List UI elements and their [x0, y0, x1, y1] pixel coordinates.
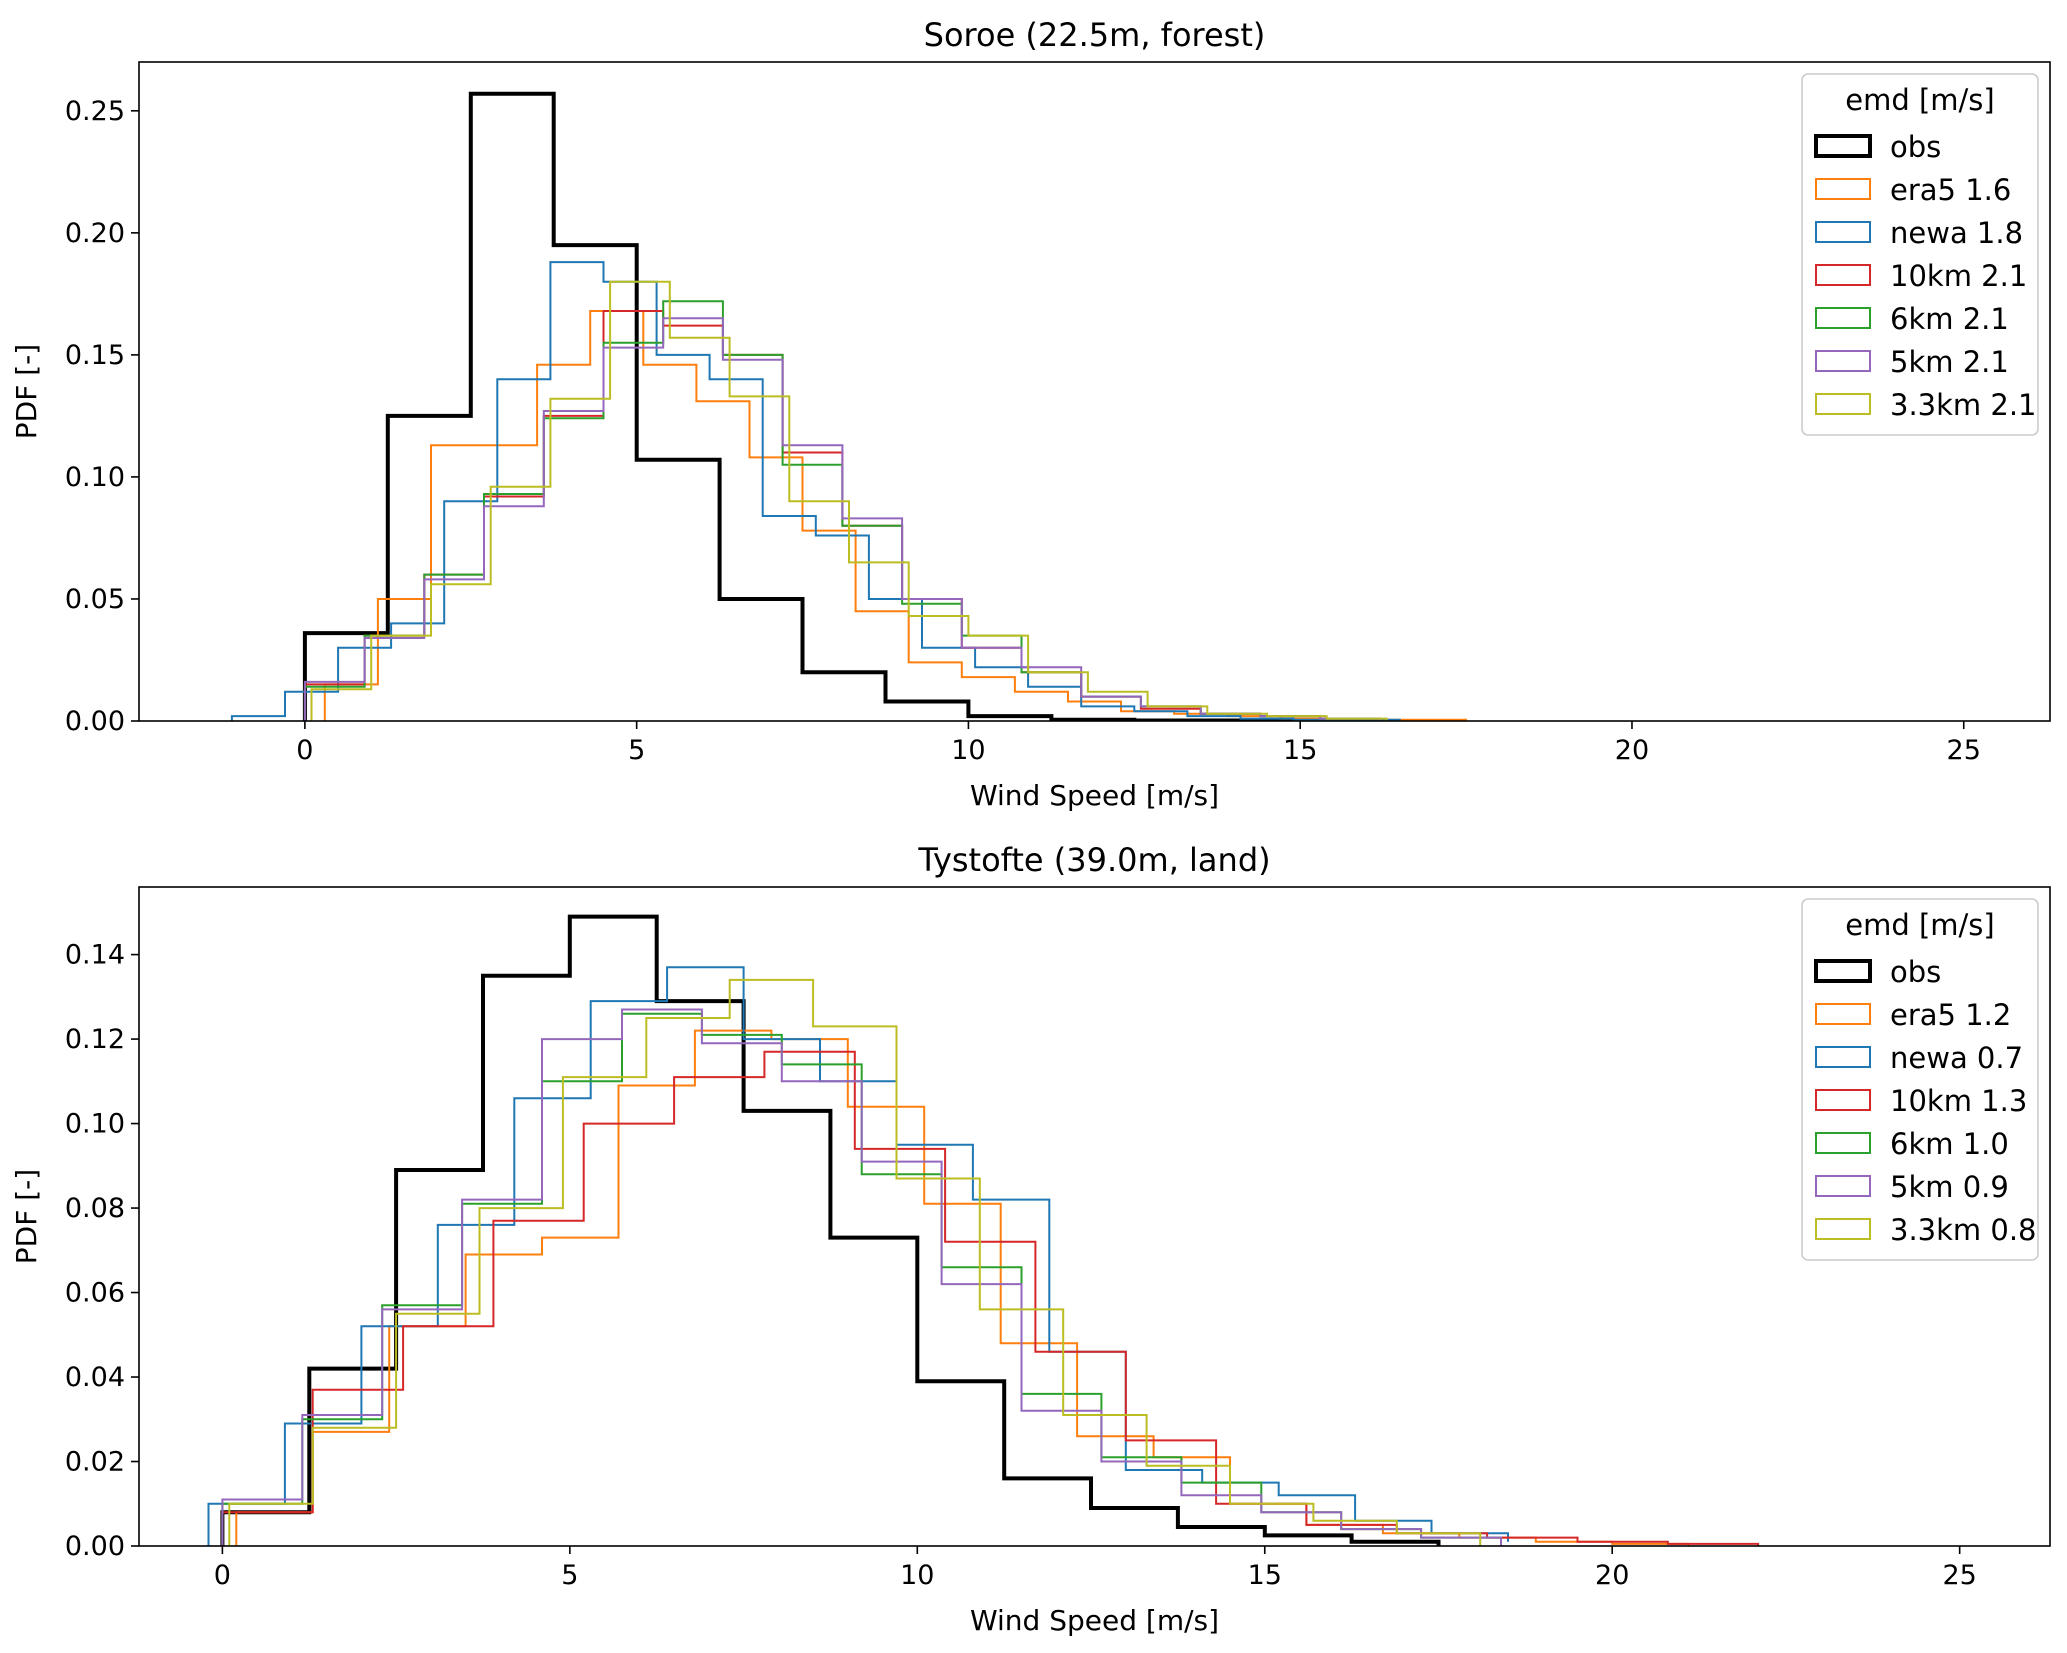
x-tick-label: 10 [900, 1560, 934, 1591]
legend-swatch-6km [1815, 307, 1871, 329]
legend: emd [m/s] obs era5 1.6 newa 1.8 10km 2.1 6km … [1801, 73, 2039, 436]
legend-swatch-10km [1815, 1089, 1871, 1111]
y-tick-label: 0.15 [65, 340, 125, 371]
axes-frame [138, 886, 2051, 1547]
series-line-newa [230, 261, 1401, 721]
series-line-5km [221, 1008, 1502, 1546]
legend-swatch-newa [1815, 221, 1871, 243]
y-tick-label: 0.14 [65, 940, 125, 971]
chart-title: Tystofte (39.0m, land) [917, 841, 1270, 879]
y-tick-label: 0.06 [65, 1278, 125, 1309]
series-line-newa [207, 966, 1509, 1546]
y-tick-label: 0.25 [65, 96, 125, 127]
y-tick-label: 0.02 [65, 1447, 125, 1478]
legend-swatch-newa [1815, 1046, 1871, 1068]
y-tick-label: 0.00 [65, 1531, 125, 1562]
series-group [207, 914, 1760, 1546]
y-axis-label: PDF [-] [10, 344, 43, 439]
legend-swatch-3-3km [1815, 1218, 1871, 1240]
legend-swatch-era5 [1815, 1003, 1871, 1025]
y-tick-label: 0.10 [65, 1109, 125, 1140]
series-line-3-3km [310, 280, 1388, 721]
y-tick-label: 0.04 [65, 1362, 125, 1393]
legend-label-6km: 6km 2.1 [1890, 302, 2009, 336]
series-line-10km [221, 1050, 1760, 1546]
legend-label-era5: era5 1.2 [1890, 998, 2011, 1032]
series-line-5km [303, 317, 1381, 721]
x-axis-label: Wind Speed [m/s] [970, 1604, 1219, 1637]
chart-title: Soroe (22.5m, forest) [924, 16, 1266, 54]
legend-label-5km: 5km 2.1 [1890, 345, 2009, 379]
legend-label-newa: newa 0.7 [1890, 1041, 2023, 1075]
legend-swatch-10km [1815, 264, 1871, 286]
y-axis-label: PDF [-] [10, 1169, 43, 1264]
legend-swatch-obs [1814, 959, 1872, 983]
x-tick-label: 20 [1595, 1560, 1629, 1591]
series-group [230, 91, 1468, 721]
legend-label-3-3km: 3.3km 2.1 [1890, 388, 2037, 422]
axes-frame [138, 61, 2051, 722]
x-tick-label: 25 [1947, 735, 1981, 766]
legend-swatch-obs [1814, 134, 1872, 158]
legend: emd [m/s] obs era5 1.2 newa 0.7 10km 1.3 6km … [1801, 898, 2039, 1261]
x-tick-label: 20 [1615, 735, 1649, 766]
y-tick-label: 0.12 [65, 1024, 125, 1055]
legend-label-era5: era5 1.6 [1890, 173, 2011, 207]
legend-swatch-era5 [1815, 178, 1871, 200]
x-tick-label: 5 [561, 1560, 578, 1591]
legend-label-5km: 5km 0.9 [1890, 1170, 2009, 1204]
series-line-3-3km [228, 978, 1482, 1546]
legend-label-newa: newa 1.8 [1890, 216, 2023, 250]
legend-box [1801, 73, 2039, 436]
legend-title: emd [m/s] [1845, 908, 1994, 942]
x-tick-label: 5 [628, 735, 645, 766]
legend-box [1801, 898, 2039, 1261]
y-tick-label: 0.10 [65, 462, 125, 493]
legend-label-10km: 10km 1.3 [1890, 1084, 2027, 1118]
legend-label-10km: 10km 2.1 [1890, 259, 2027, 293]
y-tick-label: 0.00 [65, 706, 125, 737]
x-tick-label: 15 [1283, 735, 1317, 766]
x-tick-label: 10 [951, 735, 985, 766]
series-line-obs [220, 914, 1441, 1546]
x-tick-label: 0 [214, 1560, 231, 1591]
x-tick-label: 25 [1942, 1560, 1976, 1591]
legend-label-obs: obs [1890, 130, 1941, 164]
chart-panel-2: Tystofte (39.0m, land) 0 5 10 15 20 25 0.00 0.02… [10, 841, 2051, 1637]
legend-label-obs: obs [1890, 955, 1941, 989]
legend-label-6km: 6km 1.0 [1890, 1127, 2009, 1161]
legend-label-3-3km: 3.3km 0.8 [1890, 1213, 2037, 1247]
legend-title: emd [m/s] [1845, 83, 1994, 117]
legend-swatch-5km [1815, 1175, 1871, 1197]
y-tick-label: 0.05 [65, 584, 125, 615]
x-tick-label: 0 [296, 735, 313, 766]
x-tick-label: 15 [1248, 1560, 1282, 1591]
legend-swatch-3-3km [1815, 393, 1871, 415]
series-line-era5 [235, 1029, 1690, 1546]
series-line-obs [302, 91, 1303, 721]
y-tick-label: 0.08 [65, 1193, 125, 1224]
legend-swatch-6km [1815, 1132, 1871, 1154]
legend-swatch-5km [1815, 350, 1871, 372]
y-tick-label: 0.20 [65, 218, 125, 249]
series-line-era5 [323, 310, 1468, 721]
x-axis-label: Wind Speed [m/s] [970, 779, 1219, 812]
chart-panel-1: Soroe (22.5m, forest) 0 5 10 15 20 25 0.00 0.05 0… [10, 16, 2051, 812]
